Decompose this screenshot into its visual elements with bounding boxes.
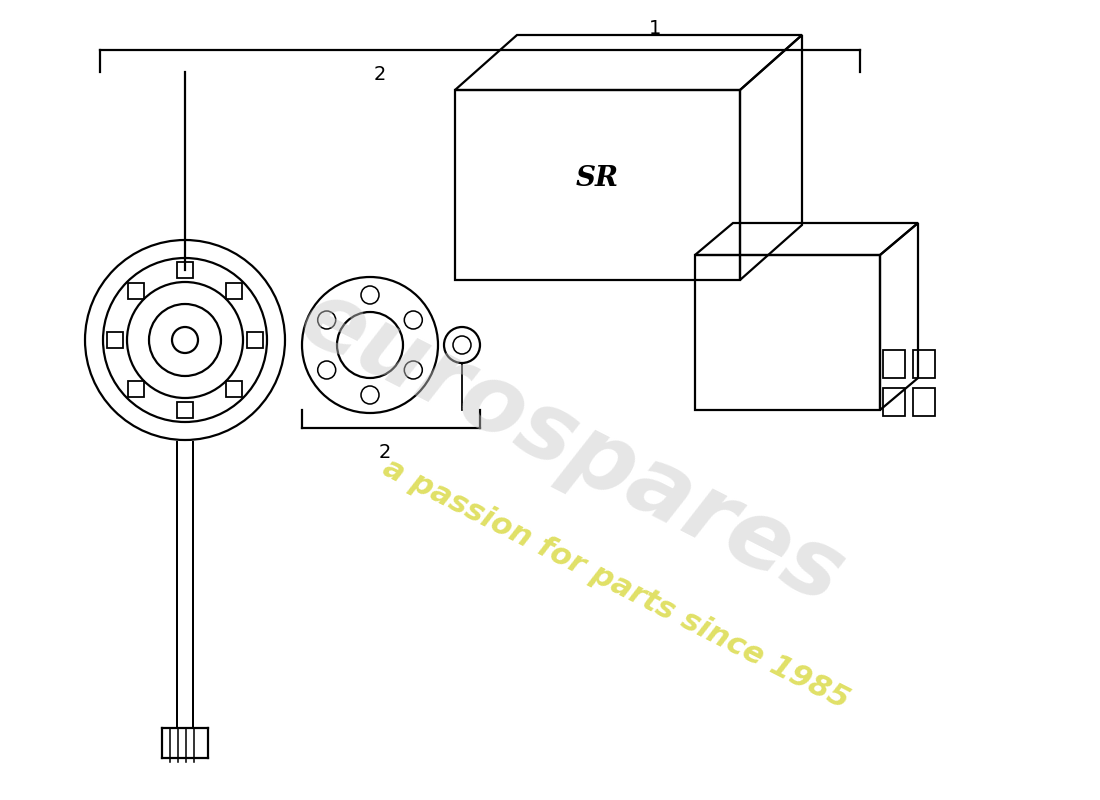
Text: 2: 2 [374, 66, 386, 85]
Bar [227, 282, 242, 298]
Text: eurospares: eurospares [285, 271, 859, 625]
Text: SR: SR [575, 165, 618, 191]
Bar [913, 388, 935, 416]
Text: a passion for parts since 1985: a passion for parts since 1985 [378, 453, 854, 715]
Text: 2: 2 [378, 442, 392, 462]
Text: 1: 1 [649, 18, 661, 38]
Bar [227, 382, 242, 398]
Bar [913, 350, 935, 378]
Bar [883, 350, 905, 378]
Bar [177, 402, 192, 418]
Bar [128, 282, 143, 298]
Bar [177, 262, 192, 278]
Bar [248, 332, 263, 348]
Bar [883, 388, 905, 416]
Bar [107, 332, 123, 348]
Bar [128, 382, 143, 398]
